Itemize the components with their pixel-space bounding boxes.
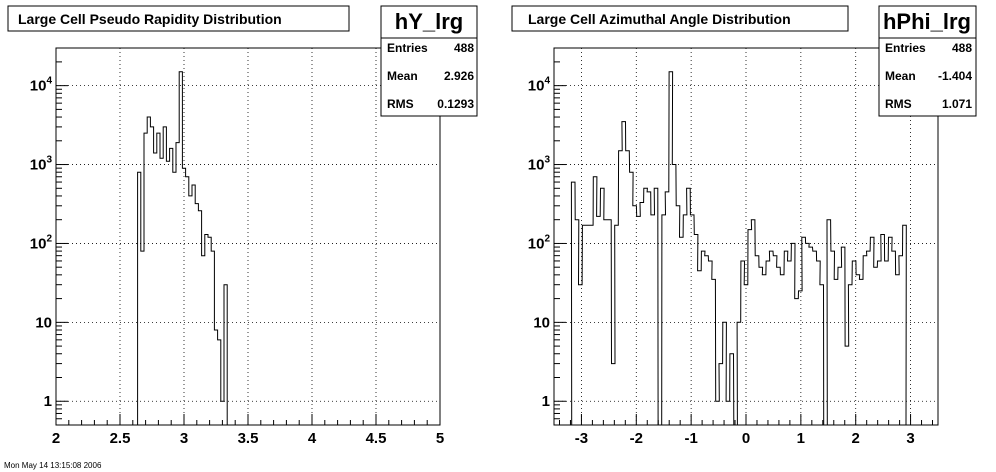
right-stat-entries-value: 488 bbox=[952, 41, 972, 55]
right-stat-entries-label: Entries bbox=[885, 41, 926, 55]
left-stat-mean-value: 2.926 bbox=[444, 69, 474, 83]
left-stats-box: hY_lrg Entries 488 Mean 2.926 RMS 0.1293 bbox=[380, 5, 478, 117]
left-stat-rms-value: 0.1293 bbox=[437, 97, 474, 111]
right-x-tick-labels: -3 -2 -1 0 1 2 3 bbox=[575, 430, 915, 447]
x-tick-label: 3 bbox=[906, 430, 914, 447]
right-y-tick-labels: 1 10 102 103 104 bbox=[528, 76, 551, 411]
right-histogram-line bbox=[568, 71, 910, 426]
right-stat-rms-value: 1.071 bbox=[942, 97, 972, 111]
left-title: Large Cell Pseudo Rapidity Distribution bbox=[18, 11, 282, 27]
y-tick-label: 10 bbox=[35, 314, 52, 331]
right-ticks bbox=[554, 61, 934, 425]
right-stat-mean-value: -1.404 bbox=[938, 69, 972, 83]
x-tick-label: 4 bbox=[308, 430, 317, 447]
x-tick-label: 2.5 bbox=[110, 430, 131, 447]
x-tick-label: 3.5 bbox=[238, 430, 259, 447]
left-histogram-panel: Large Cell Pseudo Rapidity Distribution … bbox=[7, 5, 478, 447]
left-x-tick-labels: 2 2.5 3 3.5 4 4.5 5 bbox=[52, 430, 444, 447]
x-tick-label: 2 bbox=[852, 430, 860, 447]
x-tick-label: -3 bbox=[575, 430, 588, 447]
y-tick-label: 102 bbox=[528, 233, 551, 252]
right-stat-rms-label: RMS bbox=[885, 97, 912, 111]
right-title-box bbox=[511, 5, 849, 32]
x-tick-label: -1 bbox=[684, 430, 697, 447]
right-stat-mean-label: Mean bbox=[885, 69, 916, 83]
y-tick-label: 104 bbox=[528, 76, 551, 95]
right-histogram-name: hPhi_lrg bbox=[883, 9, 971, 34]
y-tick-label: 10 bbox=[533, 314, 550, 331]
x-tick-label: 1 bbox=[797, 430, 805, 447]
y-tick-label: 1 bbox=[542, 393, 550, 410]
y-tick-label: 103 bbox=[528, 155, 551, 174]
x-tick-label: -2 bbox=[630, 430, 643, 447]
x-tick-label: 2 bbox=[52, 430, 60, 447]
left-stat-mean-label: Mean bbox=[387, 69, 418, 83]
left-stat-entries-label: Entries bbox=[387, 41, 428, 55]
x-tick-label: 4.5 bbox=[366, 430, 387, 447]
right-title: Large Cell Azimuthal Angle Distribution bbox=[528, 11, 791, 27]
y-tick-label: 102 bbox=[30, 233, 53, 252]
x-tick-label: 3 bbox=[180, 430, 188, 447]
timestamp-footer: Mon May 14 13:15:08 2006 bbox=[4, 461, 102, 470]
left-ticks bbox=[55, 61, 441, 425]
left-stat-rms-label: RMS bbox=[387, 97, 414, 111]
x-tick-label: 0 bbox=[742, 430, 750, 447]
y-tick-label: 103 bbox=[30, 155, 53, 174]
right-histogram-panel: Large Cell Azimuthal Angle Distribution … bbox=[511, 5, 977, 447]
left-histogram-line bbox=[134, 71, 231, 426]
x-tick-label: 5 bbox=[436, 430, 444, 447]
left-title-box bbox=[7, 5, 350, 32]
left-y-tick-labels: 1 10 102 103 104 bbox=[30, 76, 53, 411]
right-stats-box: hPhi_lrg Entries 488 Mean -1.404 RMS 1.0… bbox=[878, 5, 977, 117]
left-histogram-name: hY_lrg bbox=[395, 9, 463, 34]
y-tick-label: 104 bbox=[30, 76, 53, 95]
right-grid bbox=[554, 48, 938, 425]
left-grid bbox=[56, 48, 440, 425]
y-tick-label: 1 bbox=[44, 393, 52, 410]
left-stat-entries-value: 488 bbox=[454, 41, 474, 55]
